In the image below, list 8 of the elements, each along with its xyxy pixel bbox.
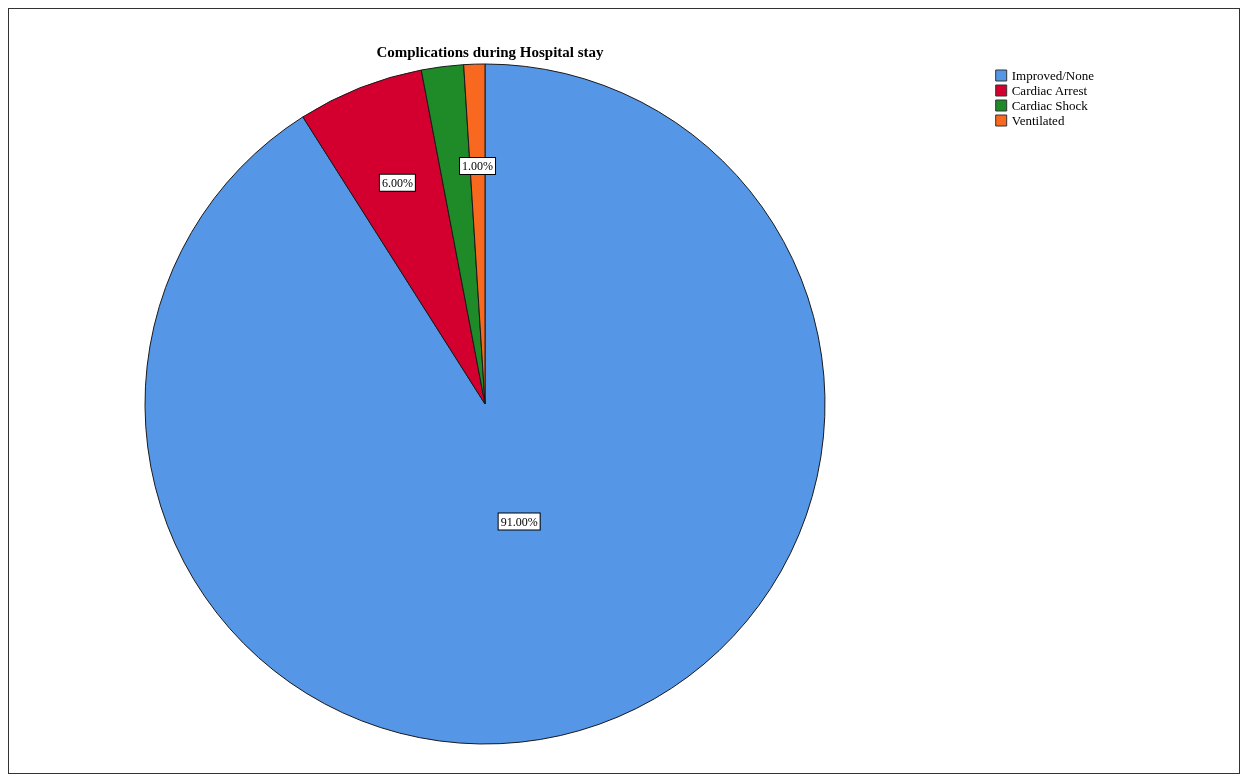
chart-title: Complications during Hospital stay bbox=[376, 43, 605, 60]
legend-label: Cardiac Arrest bbox=[1011, 83, 1088, 98]
data-label: 1.00% bbox=[462, 159, 494, 174]
legend-label: Ventilated bbox=[1011, 113, 1065, 128]
legend-label: Cardiac Shock bbox=[1011, 98, 1089, 113]
legend-label: Improved/None bbox=[1011, 68, 1095, 83]
data-label: 6.00% bbox=[381, 175, 413, 190]
data-label: 91.00% bbox=[500, 514, 538, 529]
